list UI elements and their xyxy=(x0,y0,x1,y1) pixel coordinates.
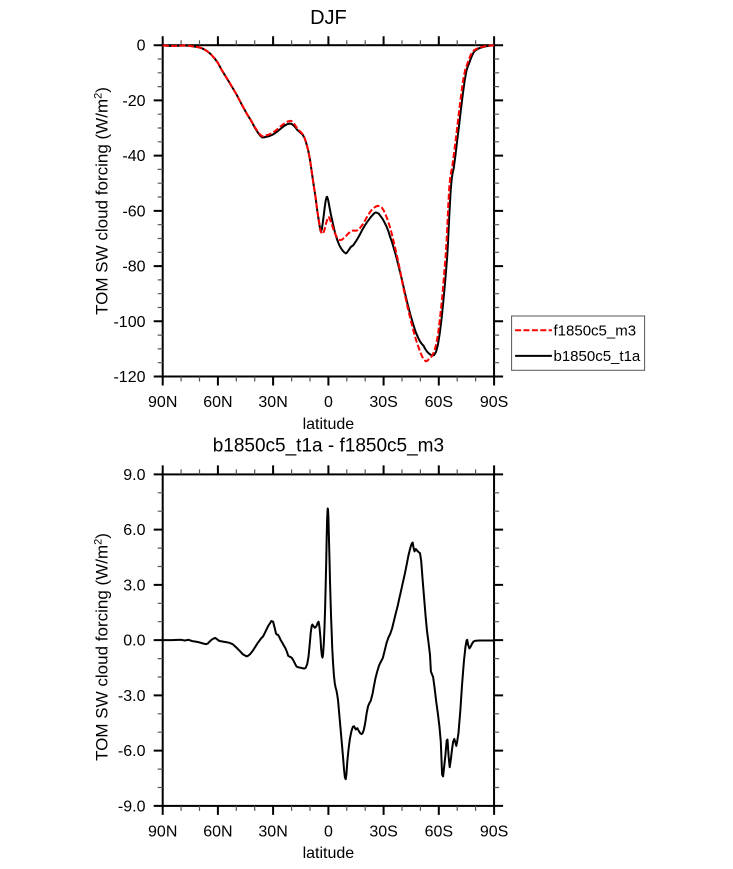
svg-text:b1850c5_t1a: b1850c5_t1a xyxy=(554,348,641,365)
svg-text:-120: -120 xyxy=(113,369,145,386)
svg-text:DJF: DJF xyxy=(310,7,347,29)
svg-text:0: 0 xyxy=(137,38,146,55)
svg-text:latitude: latitude xyxy=(303,845,355,862)
svg-text:0: 0 xyxy=(324,824,333,841)
svg-text:90S: 90S xyxy=(480,394,508,411)
svg-text:-9.0: -9.0 xyxy=(118,798,146,815)
svg-text:-20: -20 xyxy=(122,93,145,110)
svg-text:60S: 60S xyxy=(425,394,453,411)
svg-text:90N: 90N xyxy=(148,824,177,841)
svg-text:TOM SW cloud forcing (W/m2): TOM SW cloud forcing (W/m2) xyxy=(93,87,112,315)
svg-text:-6.0: -6.0 xyxy=(118,743,146,760)
svg-text:-3.0: -3.0 xyxy=(118,688,146,705)
svg-text:90S: 90S xyxy=(480,824,508,841)
svg-text:0.0: 0.0 xyxy=(123,633,145,650)
svg-text:-40: -40 xyxy=(122,148,145,165)
svg-text:3.0: 3.0 xyxy=(123,577,145,594)
svg-text:60N: 60N xyxy=(203,394,232,411)
svg-text:60S: 60S xyxy=(425,824,453,841)
svg-text:90N: 90N xyxy=(148,394,177,411)
svg-text:b1850c5_t1a - f1850c5_m3: b1850c5_t1a - f1850c5_m3 xyxy=(213,436,444,457)
svg-text:-60: -60 xyxy=(122,203,145,220)
svg-text:30N: 30N xyxy=(258,824,287,841)
svg-text:30S: 30S xyxy=(369,394,397,411)
svg-text:6.0: 6.0 xyxy=(123,522,145,539)
svg-text:latitude: latitude xyxy=(303,416,355,433)
svg-text:-100: -100 xyxy=(113,314,145,331)
svg-text:9.0: 9.0 xyxy=(123,467,145,484)
svg-text:TOM SW cloud forcing (W/m2): TOM SW cloud forcing (W/m2) xyxy=(93,533,112,761)
svg-text:60N: 60N xyxy=(203,824,232,841)
svg-text:f1850c5_m3: f1850c5_m3 xyxy=(554,323,637,340)
svg-text:0: 0 xyxy=(324,394,333,411)
svg-text:30N: 30N xyxy=(258,394,287,411)
svg-text:30S: 30S xyxy=(369,824,397,841)
svg-text:-80: -80 xyxy=(122,259,145,276)
